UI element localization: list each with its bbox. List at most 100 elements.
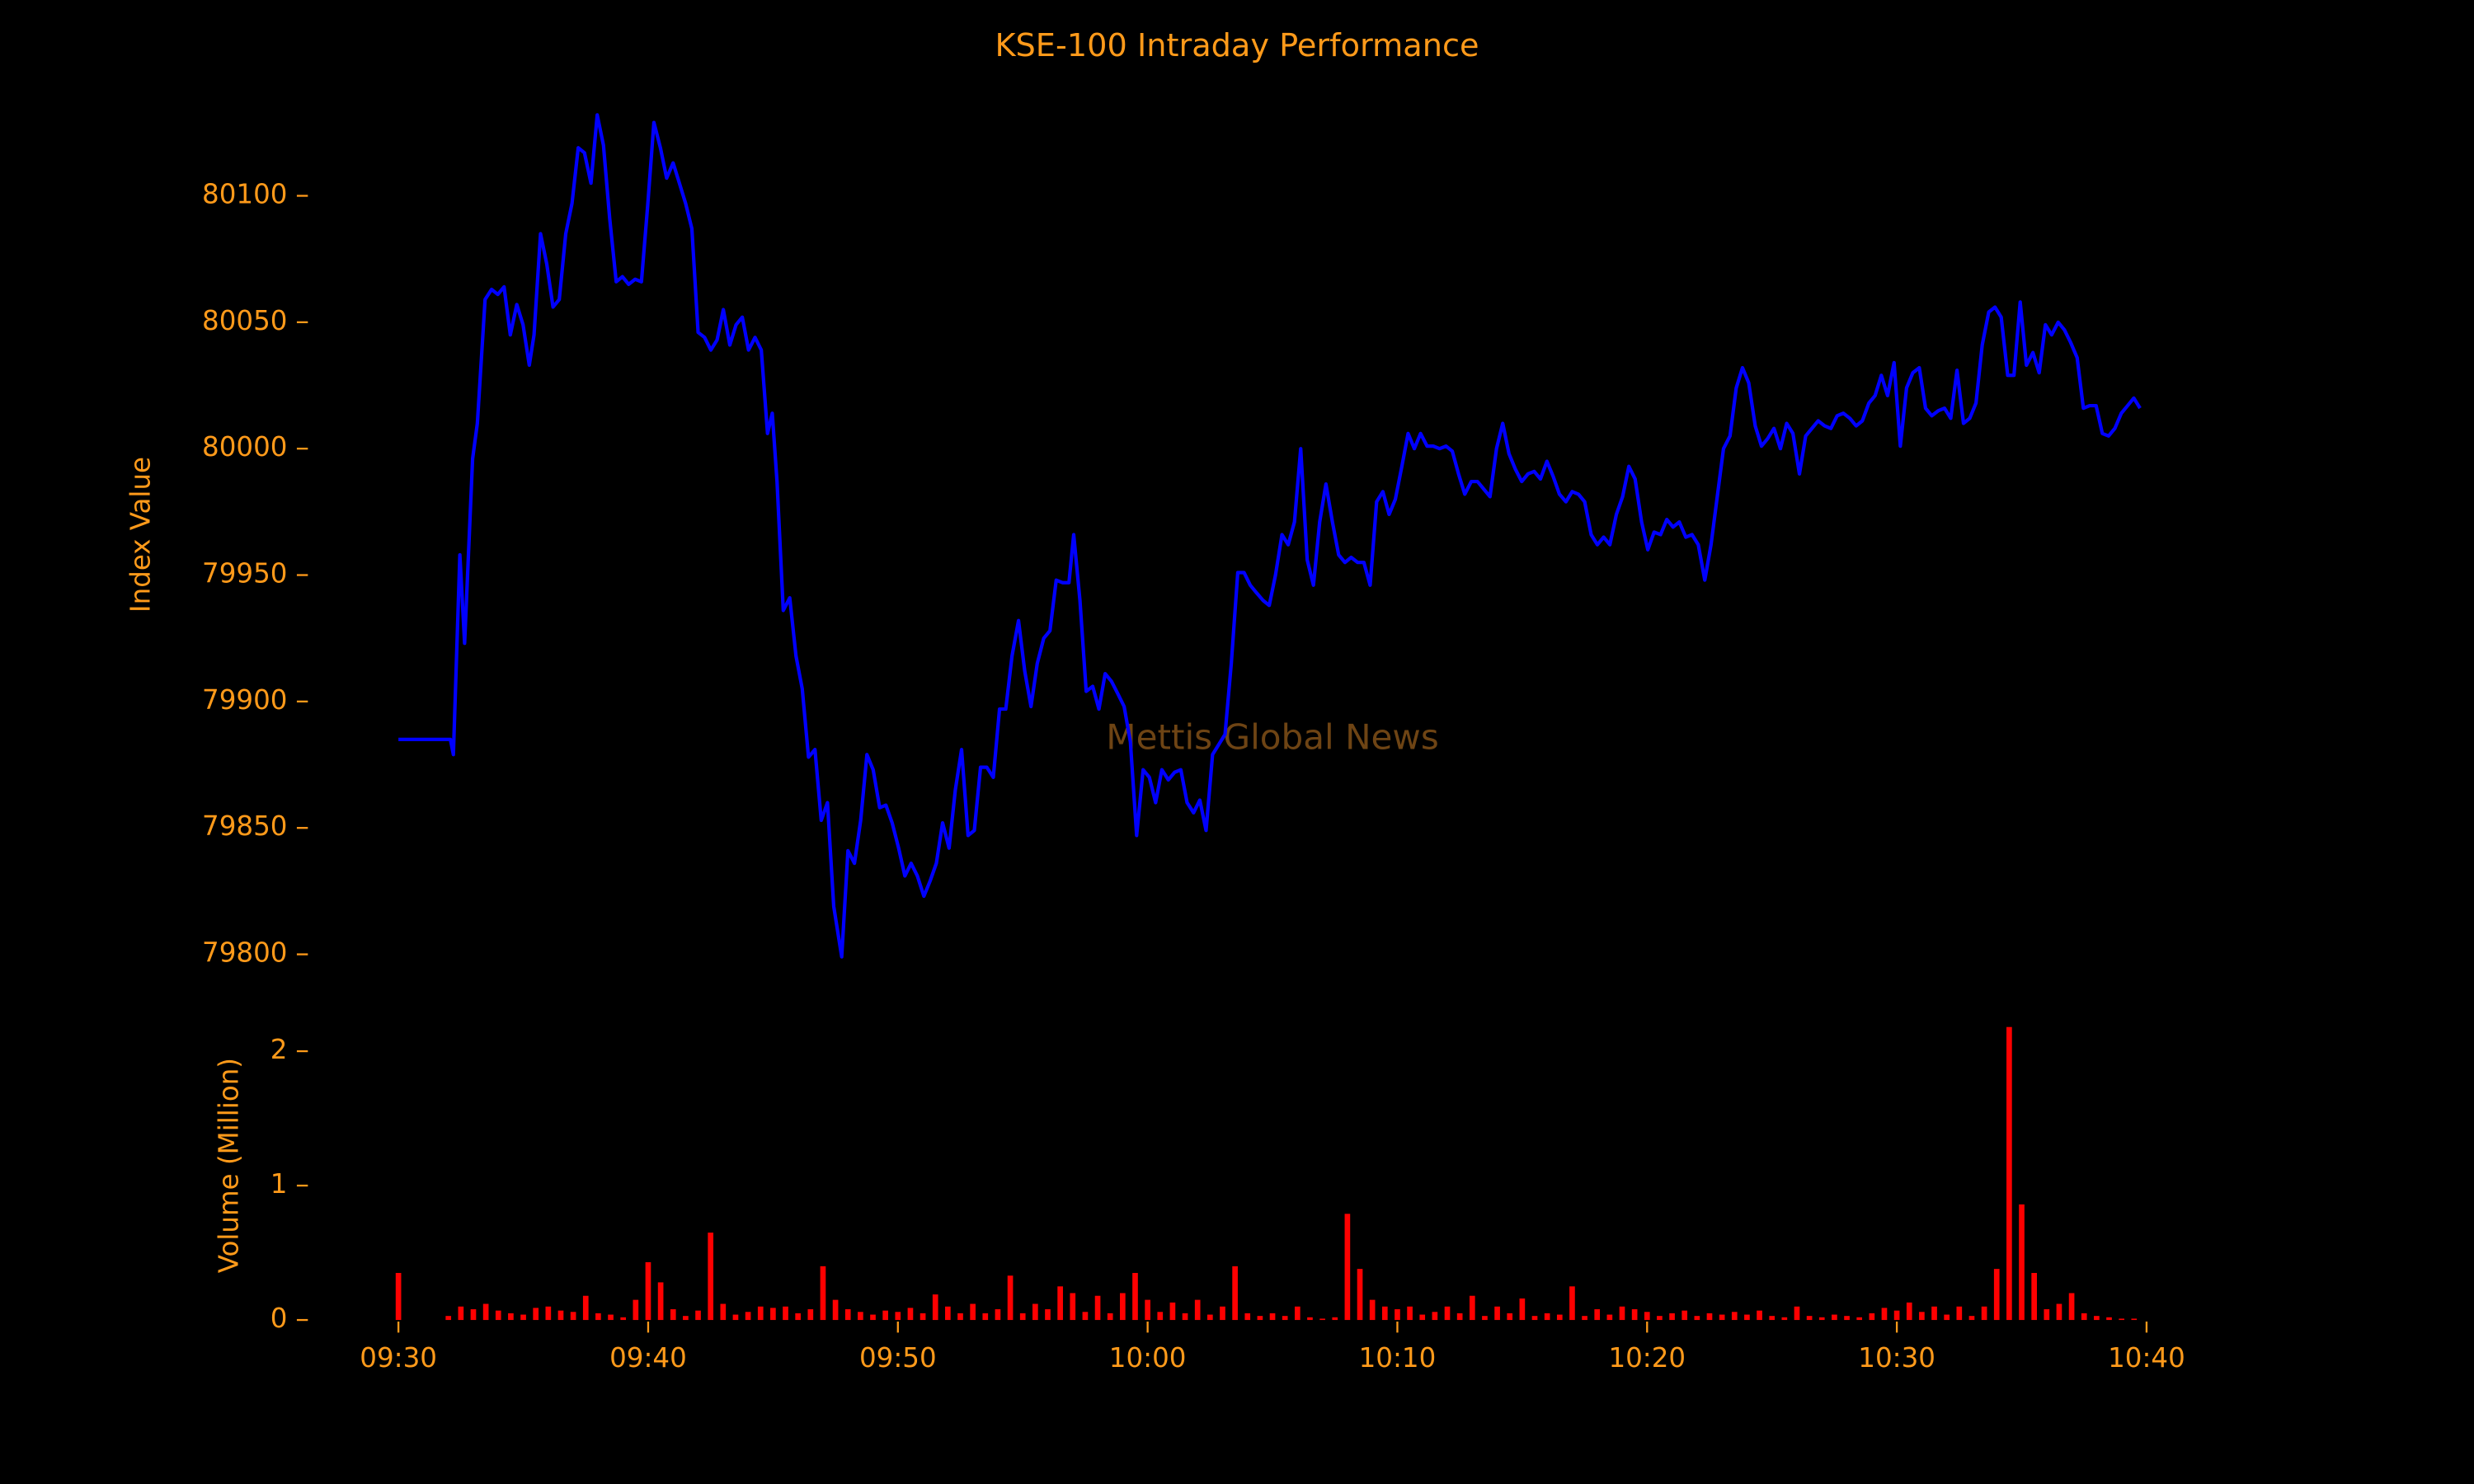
volume-bar [1818,1317,1825,1321]
volume-bar [495,1310,501,1321]
volume-bar [907,1308,914,1321]
volume-bar [1257,1316,1263,1321]
volume-bar [1057,1286,1063,1321]
volume-bar [1631,1309,1638,1321]
x-tick-label: 10:10 [1359,1342,1437,1374]
y-tick-label: 0 [270,1303,288,1334]
volume-bar [1657,1316,1663,1321]
volume-bar [1282,1316,1288,1321]
volume-bar [2056,1303,2062,1321]
volume-bar [807,1309,814,1321]
volume-bar [1919,1312,1925,1321]
volume-bar [1307,1317,1313,1321]
volume-bar [1332,1317,1338,1321]
volume-bar [2094,1316,2100,1321]
volume-bar [2006,1026,2012,1321]
volume-bar [708,1233,714,1321]
volume-bar [582,1295,589,1321]
chart-title: KSE-100 Intraday Performance [995,27,1479,64]
volume-bar [1344,1214,1351,1321]
volume-bar [1107,1313,1113,1321]
volume-bar [1482,1316,1488,1321]
volume-bar [795,1313,801,1321]
volume-bar [1419,1314,1426,1321]
volume-bar [1781,1317,1788,1321]
volume-bar [1369,1299,1376,1321]
volume-bar [1007,1275,1014,1321]
volume-bar [1906,1302,1912,1321]
y-tick-label: 2 [270,1034,288,1065]
volume-bar [732,1314,739,1321]
volume-bar [844,1309,851,1321]
volume-bar [1619,1306,1625,1321]
volume-bar [1869,1313,1875,1321]
x-tick-label: 09:40 [609,1342,687,1374]
volume-bar [1644,1312,1650,1321]
volume-bar [645,1261,651,1321]
volume-bar [1019,1313,1026,1321]
volume-bar [720,1303,727,1321]
volume-bar [1132,1273,1138,1321]
volume-bar [1045,1309,1051,1321]
volume-bar [1594,1309,1601,1321]
volume-bar [1956,1306,1963,1321]
volume-bar [832,1299,839,1321]
y-tick-label: 79800 [202,937,287,969]
volume-bar [1757,1310,1762,1321]
volume-bar [1544,1313,1550,1321]
volume-bar [1694,1316,1700,1321]
volume-bar [982,1313,989,1321]
volume-bar [1832,1314,1837,1321]
x-tick-label: 10:20 [1608,1342,1686,1374]
volume-bar [557,1310,564,1321]
volume-bar [1120,1293,1126,1321]
volume-bar [1769,1316,1776,1321]
volume-bar [1070,1293,1076,1321]
volume-bar [1931,1306,1937,1321]
volume-bar [470,1309,477,1321]
volume-bar [920,1313,926,1321]
volume-bar [995,1309,1001,1321]
volume-bar [858,1312,863,1321]
volume-bar [1531,1316,1538,1321]
volume-bar [1432,1312,1438,1321]
volume-bar [1844,1316,1850,1321]
volume-bar [1744,1314,1750,1321]
volume-bar [2119,1318,2124,1321]
volume-bar [895,1312,901,1321]
volume-bar [620,1317,627,1321]
volume-bar [445,1316,452,1321]
volume-bar [1944,1314,1950,1321]
volume-bar [932,1294,938,1321]
volume-bar [1507,1313,1513,1321]
volume-bar [2106,1317,2112,1321]
volume-bar [2019,1204,2025,1321]
volume-bar [1194,1299,1201,1321]
volume-bar [595,1313,601,1321]
volume-bar [1469,1295,1475,1321]
volume-bar [458,1306,464,1321]
volume-bar [1993,1269,2000,1321]
volume-bar [1357,1269,1363,1321]
volume-bar [508,1313,514,1321]
y-axis-label: Volume (Million) [214,1058,245,1273]
y-tick-label: 80100 [202,179,287,210]
volume-bar [2044,1309,2050,1321]
volume-bar [970,1303,976,1321]
volume-bar [395,1273,402,1321]
volume-bar [1269,1313,1276,1321]
volume-bar [1681,1310,1688,1321]
volume-bar [1032,1303,1038,1321]
volume-bar [683,1316,689,1321]
volume-bar [1182,1313,1188,1321]
volume-bar [1381,1306,1388,1321]
volume-bar [2131,1318,2138,1321]
volume-bar [1207,1314,1213,1321]
volume-bar [770,1308,776,1321]
volume-bar [1968,1316,1975,1321]
volume-bar [608,1314,614,1321]
volume-bar [1893,1310,1900,1321]
x-tick-label: 09:50 [859,1342,937,1374]
volume-bar [1157,1312,1164,1321]
